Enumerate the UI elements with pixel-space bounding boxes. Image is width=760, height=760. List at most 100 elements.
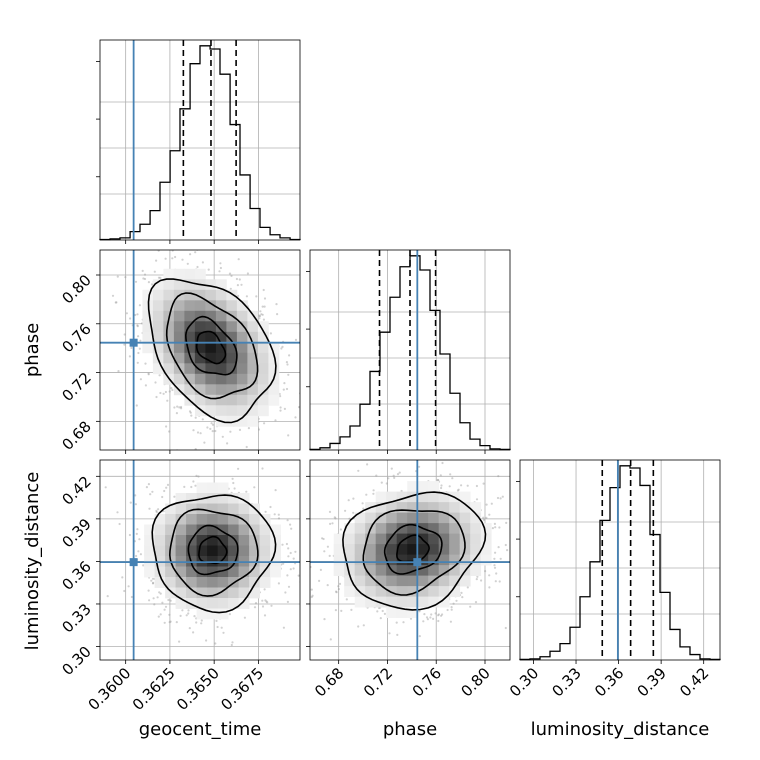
density-cell: [163, 289, 175, 301]
sample-point: [136, 528, 139, 531]
sample-point: [498, 580, 501, 583]
density-cell: [449, 565, 461, 576]
density-cell: [238, 493, 250, 504]
sample-point: [162, 392, 165, 395]
x-tick-label-luminosity_distance: 0.42: [676, 664, 712, 700]
sample-point: [232, 481, 235, 485]
sample-point: [344, 509, 347, 512]
density-cell: [386, 575, 398, 587]
density-cell: [449, 502, 461, 513]
sample-point: [194, 251, 197, 254]
sample-point: [281, 543, 284, 546]
sample-point: [123, 333, 126, 336]
density-cell: [175, 577, 187, 588]
sample-point: [228, 272, 232, 275]
density-cell: [228, 598, 239, 609]
sample-point: [488, 574, 491, 577]
sample-point: [279, 406, 282, 409]
density-cell: [247, 405, 259, 417]
sample-point: [246, 272, 249, 275]
density-cell: [142, 321, 154, 333]
density-cell: [257, 331, 269, 343]
sample-point: [147, 373, 150, 376]
x-tick-label-phase: 0.68: [311, 664, 347, 700]
density-cell: [236, 342, 248, 354]
sample-point: [437, 619, 440, 623]
sample-point: [499, 497, 502, 500]
density-cell: [459, 491, 471, 503]
scatter-plot-area: [310, 452, 513, 660]
sample-point: [205, 639, 208, 642]
density-cell: [217, 514, 229, 525]
sample-point: [161, 601, 164, 604]
density-cell: [144, 524, 155, 536]
density-cell: [163, 321, 175, 333]
sample-point: [147, 483, 150, 486]
scatter-panel-geocent_time-luminosity_distance: [99, 459, 301, 661]
scatter-panel-geocent_time-phase: [99, 249, 301, 454]
sample-point: [166, 399, 169, 402]
density-cell: [205, 321, 217, 333]
sample-point: [357, 625, 360, 628]
sample-point: [194, 416, 197, 419]
density-cell: [259, 577, 271, 588]
sample-point: [511, 558, 513, 560]
y-tick-label-phase: 0.72: [58, 369, 94, 405]
sample-point: [418, 635, 421, 638]
x-tick-label-phase: 0.76: [409, 664, 445, 700]
density-cell: [354, 575, 366, 587]
sample-point: [337, 588, 340, 591]
x-tick-label-geocent_time: 0.3600: [85, 664, 135, 714]
density-cell: [386, 596, 398, 608]
density-cell: [417, 491, 429, 503]
panel-frame: [309, 459, 511, 661]
density-cell: [470, 533, 482, 545]
sample-point: [159, 613, 162, 616]
density-cell: [365, 544, 377, 555]
sample-point: [504, 543, 507, 547]
density-cell: [365, 554, 377, 566]
density-cell: [205, 331, 217, 343]
sample-point: [474, 601, 478, 604]
density-cell: [194, 384, 206, 396]
sample-point: [199, 432, 202, 435]
sample-point: [396, 452, 398, 454]
sample-point: [279, 395, 282, 398]
density-cell: [417, 575, 429, 587]
sample-point: [214, 642, 217, 645]
sample-point: [329, 638, 332, 641]
density-cell: [226, 384, 238, 396]
sample-point: [139, 553, 142, 556]
density-cell: [165, 503, 176, 515]
density-cell: [215, 394, 227, 406]
sample-point: [292, 557, 295, 560]
contour-line: [342, 491, 487, 611]
panel-frame: [99, 459, 301, 661]
sample-point: [233, 487, 236, 490]
density-cell: [238, 524, 250, 536]
sample-point: [430, 613, 433, 616]
density-cell: [375, 544, 387, 555]
sample-point: [165, 486, 168, 489]
sample-point: [263, 614, 267, 617]
sample-point: [186, 262, 189, 265]
sample-point: [206, 426, 209, 429]
density-cell: [163, 363, 175, 375]
sample-point: [210, 422, 213, 425]
density-cell: [228, 514, 239, 525]
density-cell: [226, 321, 238, 333]
sample-point: [262, 318, 265, 321]
sample-point: [286, 600, 289, 604]
sample-point: [106, 595, 109, 598]
sample-point: [135, 554, 138, 558]
density-cell: [207, 524, 218, 536]
sample-point: [504, 626, 507, 630]
sample-point: [323, 618, 326, 621]
density-cell: [333, 533, 345, 545]
sample-point: [142, 564, 145, 567]
density-cell: [194, 352, 206, 364]
density-cell: [268, 352, 280, 364]
density-cell: [186, 587, 197, 599]
sample-point: [143, 273, 147, 276]
sample-point: [475, 484, 478, 488]
